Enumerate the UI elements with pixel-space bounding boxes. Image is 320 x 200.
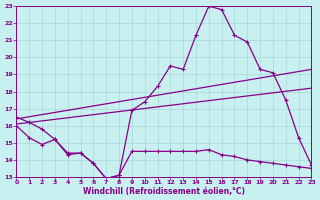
X-axis label: Windchill (Refroidissement éolien,°C): Windchill (Refroidissement éolien,°C) bbox=[83, 187, 245, 196]
